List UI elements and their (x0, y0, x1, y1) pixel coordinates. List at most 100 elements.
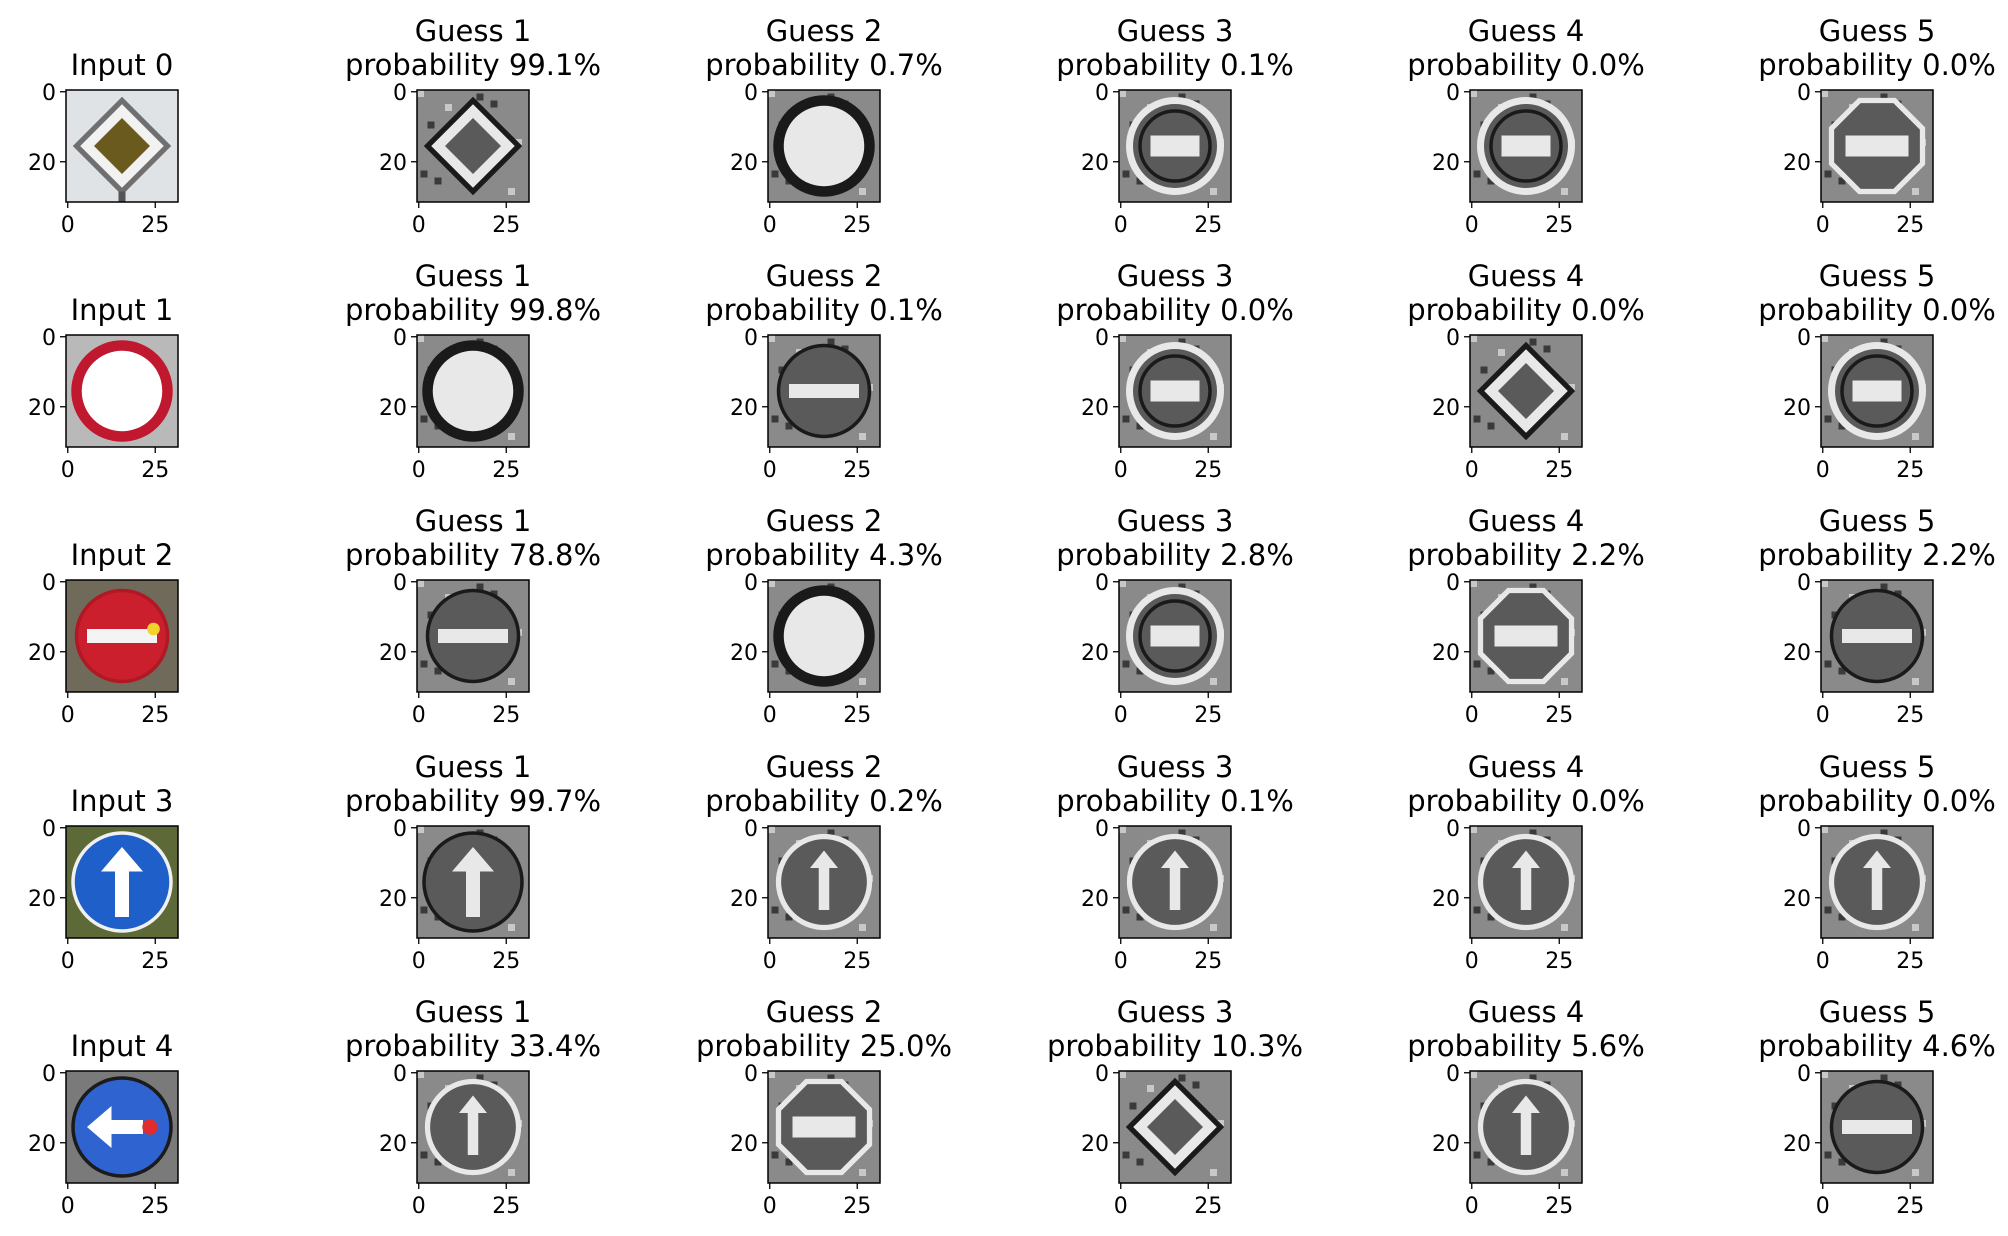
guess-probability: probability 99.1% (293, 48, 653, 82)
x-tick-label: 25 (1545, 458, 1573, 483)
guess-probability: probability 0.0% (1346, 784, 1706, 818)
y-tick-label: 20 (379, 1132, 407, 1157)
input-3-axes: 0 25 0 20 (24, 816, 184, 986)
x-tick-label: 0 (61, 949, 75, 974)
guess-title: Guess 5 (1697, 750, 2008, 784)
guess-1-2-sign-image (768, 335, 880, 447)
x-tick-label: 25 (843, 458, 871, 483)
guess-2-3-axes: 0 25020 (1077, 570, 1237, 740)
x-tick-label: 25 (1896, 213, 1924, 238)
guess-probability: probability 25.0% (644, 1029, 1004, 1063)
x-tick-label: 0 (763, 1194, 777, 1219)
guess-title: Guess 2 (644, 14, 1004, 48)
y-tick-label: 20 (28, 1132, 56, 1157)
guess-probability: probability 4.3% (644, 538, 1004, 572)
y-tick-label: 20 (1432, 887, 1460, 912)
input-0-axes: 0 25020 (24, 80, 184, 250)
y-tick-label: 0 (1797, 326, 1811, 351)
x-tick-label: 25 (141, 703, 169, 728)
x-tick-label: 0 (1816, 458, 1830, 483)
guess-title: Guess 1 (293, 504, 653, 538)
x-tick-label: 25 (1896, 703, 1924, 728)
guess-title: Guess 1 (293, 995, 653, 1029)
guess-3-5-axes: 0 25020 (1779, 816, 1939, 986)
y-tick-label: 0 (744, 571, 758, 596)
x-tick-label: 25 (843, 703, 871, 728)
x-tick-label: 25 (1896, 1194, 1924, 1219)
guess-title: Guess 5 (1697, 504, 2008, 538)
guess-probability: probability 0.1% (995, 784, 1355, 818)
guess-2-2-axes: 0 25020 (726, 570, 886, 740)
y-tick-label: 0 (393, 81, 407, 106)
x-tick-label: 25 (492, 213, 520, 238)
x-tick-label: 25 (1545, 1194, 1573, 1219)
guess-probability: probability 0.1% (995, 48, 1355, 82)
x-tick-label: 25 (492, 949, 520, 974)
y-tick-label: 20 (1432, 151, 1460, 176)
guess-probability: probability 2.8% (995, 538, 1355, 572)
guess-title: Guess 2 (644, 504, 1004, 538)
guess-title: Guess 5 (1697, 995, 2008, 1029)
x-tick-label: 25 (141, 213, 169, 238)
guess-4-2-sign-image (768, 1071, 880, 1183)
x-tick-label: 0 (763, 213, 777, 238)
guess-probability: probability 0.0% (995, 293, 1355, 327)
y-tick-label: 0 (1095, 571, 1109, 596)
guess-0-2-axes: 0 25 0 20 (726, 80, 886, 250)
x-tick-label: 25 (1194, 703, 1222, 728)
y-tick-label: 0 (744, 1062, 758, 1087)
input-title: Input 0 (0, 48, 302, 82)
guess-title: Guess 4 (1346, 14, 1706, 48)
guess-0-1-axes: 0 25020 (375, 80, 535, 250)
y-tick-label: 20 (28, 641, 56, 666)
x-tick-label: 0 (412, 213, 426, 238)
guess-title: Guess 5 (1697, 259, 2008, 293)
input-4-axes: 0 25020 (24, 1061, 184, 1231)
x-tick-label: 25 (1194, 1194, 1222, 1219)
x-tick-label: 0 (1816, 1194, 1830, 1219)
guess-3-3-axes: 0 25 0 20 (1077, 816, 1237, 986)
guess-2-1-axes: 0 25020 (375, 570, 535, 740)
guess-title: Guess 2 (644, 750, 1004, 784)
guess-probability: probability 2.2% (1346, 538, 1706, 572)
y-tick-label: 20 (28, 151, 56, 176)
y-tick-label: 0 (1446, 817, 1460, 842)
guess-1-5-axes: 0 25020 (1779, 325, 1939, 495)
y-tick-label: 20 (730, 887, 758, 912)
guess-probability: probability 0.0% (1697, 293, 2008, 327)
guess-title: Guess 3 (995, 259, 1355, 293)
guess-4-1-axes: 0 25020 (375, 1061, 535, 1231)
x-tick-label: 25 (141, 949, 169, 974)
guess-probability: probability 10.3% (995, 1029, 1355, 1063)
guess-0-4-sign-image (1470, 90, 1582, 202)
guess-0-2-sign-image (768, 90, 880, 202)
guess-1-1-sign-image (417, 335, 529, 447)
guess-probability: probability 33.4% (293, 1029, 653, 1063)
y-tick-label: 0 (1446, 571, 1460, 596)
y-tick-label: 20 (1432, 396, 1460, 421)
y-tick-label: 20 (1432, 641, 1460, 666)
guess-2-5-sign-image (1821, 580, 1933, 692)
y-tick-label: 0 (744, 326, 758, 351)
guess-3-2-sign-image (768, 826, 880, 938)
y-tick-label: 20 (1783, 1132, 1811, 1157)
guess-3-1-sign-image (417, 826, 529, 938)
guess-probability: probability 0.0% (1346, 48, 1706, 82)
x-tick-label: 25 (1545, 703, 1573, 728)
y-tick-label: 20 (379, 396, 407, 421)
x-tick-label: 0 (763, 949, 777, 974)
guess-4-4-sign-image (1470, 1071, 1582, 1183)
guess-0-1-sign-image (417, 90, 529, 202)
input-title: Input 1 (0, 293, 302, 327)
y-tick-label: 20 (1081, 887, 1109, 912)
guess-probability: probability 99.8% (293, 293, 653, 327)
y-tick-label: 20 (1783, 151, 1811, 176)
y-tick-label: 0 (1446, 326, 1460, 351)
x-tick-label: 25 (492, 458, 520, 483)
x-tick-label: 0 (1114, 213, 1128, 238)
guess-title: Guess 4 (1346, 995, 1706, 1029)
y-tick-label: 0 (393, 1062, 407, 1087)
y-tick-label: 20 (1081, 151, 1109, 176)
input-title: Input 4 (0, 1029, 302, 1063)
